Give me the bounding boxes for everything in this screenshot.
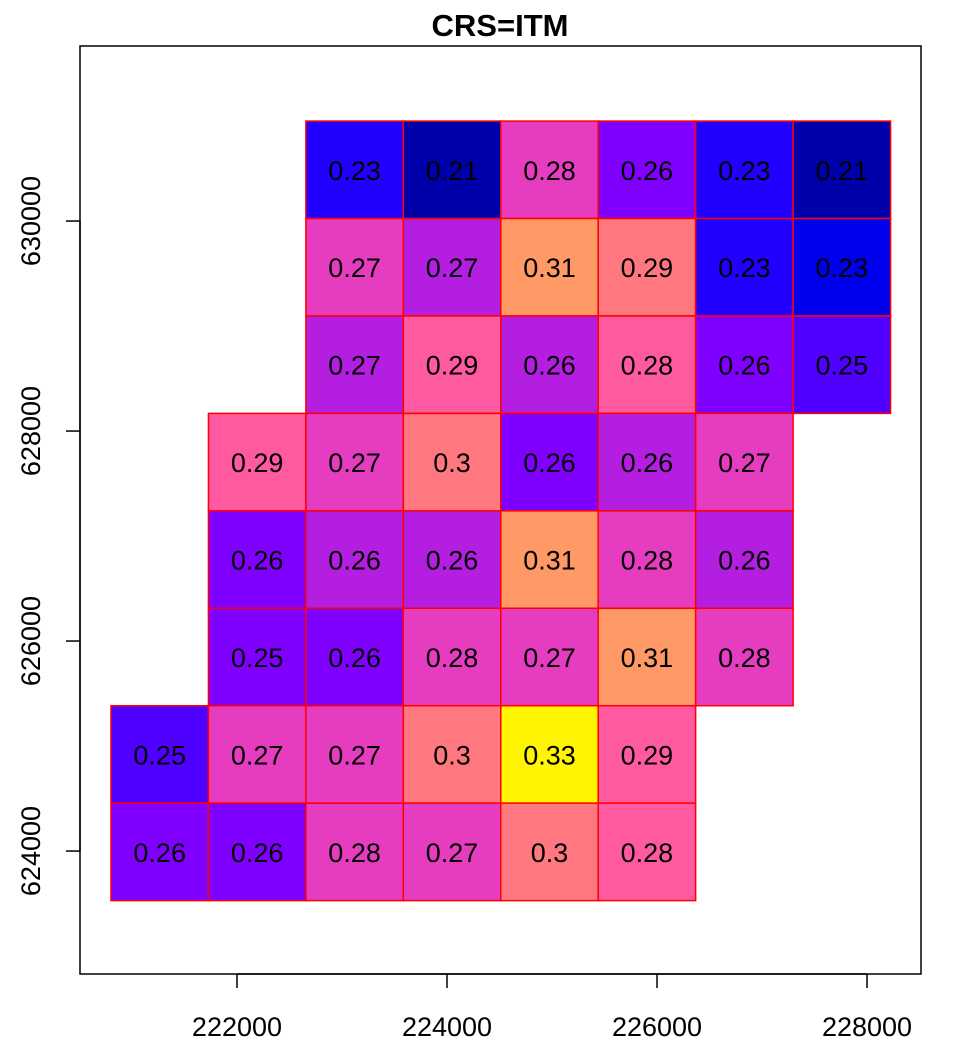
raster-cell: [694, 412, 794, 512]
raster-cell: [402, 802, 502, 902]
cell-value-label: 0.26: [523, 448, 576, 478]
raster-cell: [402, 704, 502, 804]
raster-cell: [402, 217, 502, 317]
cell-value-label: 0.28: [523, 156, 576, 186]
cell-value-label: 0.31: [523, 546, 576, 576]
raster-cell: [500, 120, 599, 220]
cell-value-label: 0.27: [523, 643, 576, 673]
cell-value-label: 0.27: [328, 740, 381, 770]
raster-cell: [597, 802, 697, 902]
raster-cell: [207, 510, 307, 610]
raster-cell: [597, 120, 697, 220]
raster-cell: [597, 217, 697, 317]
cell-value-label: 0.21: [816, 156, 869, 186]
y-tick-label: 626000: [16, 596, 46, 686]
cell-value-label: 0.28: [718, 643, 771, 673]
cell-value-label: 0.26: [328, 643, 381, 673]
cell-value-label: 0.23: [816, 253, 869, 283]
raster-cell: [110, 802, 210, 902]
cell-value-label: 0.27: [426, 838, 479, 868]
cell-value-label: 0.25: [816, 351, 869, 381]
cell-value-label: 0.28: [621, 546, 674, 576]
cell-value-label: 0.31: [621, 643, 674, 673]
cell-value-label: 0.28: [621, 351, 674, 381]
cell-value-label: 0.25: [133, 740, 186, 770]
y-tick-label: 630000: [16, 176, 46, 266]
cell-value-label: 0.27: [231, 740, 284, 770]
cell-value-label: 0.23: [328, 156, 381, 186]
cells-layer: [110, 120, 892, 902]
raster-cell: [402, 510, 502, 610]
x-tick-label: 226000: [612, 1012, 702, 1042]
raster-cell: [500, 412, 599, 512]
cell-value-label: 0.26: [523, 351, 576, 381]
cell-value-label: 0.29: [621, 253, 674, 283]
raster-cell: [207, 607, 307, 707]
cell-value-label: 0.3: [433, 740, 471, 770]
raster-cell: [792, 315, 892, 415]
chart-title: CRS=ITM: [432, 8, 569, 43]
cell-labels: 0.23 0.21 0.28 0.26 0.23 0.21 0.27 0.27 0.31 0.29…: [133, 156, 868, 868]
x-tick-label: 222000: [192, 1012, 282, 1042]
cell-value-label: 0.23: [718, 156, 771, 186]
cell-value-label: 0.31: [523, 253, 576, 283]
raster-cell: [597, 412, 697, 512]
x-tick-label: 224000: [402, 1012, 492, 1042]
cell-value-label: 0.26: [718, 546, 771, 576]
cell-value-label: 0.26: [621, 448, 674, 478]
cell-value-label: 0.28: [621, 838, 674, 868]
cell-value-label: 0.26: [718, 351, 771, 381]
raster-cell: [500, 510, 599, 610]
raster-cell: [694, 510, 794, 610]
cell-value-label: 0.33: [523, 740, 576, 770]
cell-value-label: 0.26: [231, 838, 284, 868]
cell-value-label: 0.27: [328, 253, 381, 283]
y-axis: 624000 626000 628000 630000: [16, 176, 81, 896]
cell-value-label: 0.27: [328, 351, 381, 381]
cell-value-label: 0.29: [621, 740, 674, 770]
cell-value-label: 0.27: [718, 448, 771, 478]
raster-cell: [207, 412, 307, 512]
cell-value-label: 0.26: [426, 546, 479, 576]
cell-value-label: 0.25: [231, 643, 284, 673]
raster-cell: [792, 217, 892, 317]
raster-cell: [694, 607, 794, 707]
raster-cell: [500, 802, 599, 902]
cell-value-label: 0.29: [231, 448, 284, 478]
raster-cell: [305, 704, 405, 804]
raster-cell: [792, 120, 892, 220]
raster-cell: [305, 412, 405, 512]
cell-value-label: 0.23: [718, 253, 771, 283]
cell-value-label: 0.27: [328, 448, 381, 478]
raster-cell: [597, 704, 697, 804]
raster-cell: [402, 120, 502, 220]
cell-value-label: 0.3: [433, 448, 471, 478]
raster-cell: [305, 120, 405, 220]
cell-value-label: 0.26: [231, 546, 284, 576]
y-tick-label: 628000: [16, 386, 46, 476]
cell-value-label: 0.28: [426, 643, 479, 673]
raster-cell: [597, 510, 697, 610]
cell-value-label: 0.26: [328, 546, 381, 576]
x-tick-label: 228000: [822, 1012, 912, 1042]
y-tick-label: 624000: [16, 806, 46, 896]
cell-value-label: 0.26: [621, 156, 674, 186]
raster-cell: [305, 802, 405, 902]
raster-cell: [597, 315, 697, 415]
raster-cell: [402, 412, 502, 512]
cell-value-label: 0.3: [531, 838, 569, 868]
raster-cell: [694, 315, 794, 415]
cell-value-label: 0.28: [328, 838, 381, 868]
raster-cell: [110, 704, 210, 804]
raster-cell: [402, 315, 502, 415]
cell-value-label: 0.27: [426, 253, 479, 283]
cell-value-label: 0.26: [133, 838, 186, 868]
raster-cell: [207, 704, 307, 804]
cell-value-label: 0.21: [426, 156, 479, 186]
x-axis: 222000 224000 226000 228000: [192, 973, 912, 1042]
cell-value-label: 0.29: [426, 351, 479, 381]
